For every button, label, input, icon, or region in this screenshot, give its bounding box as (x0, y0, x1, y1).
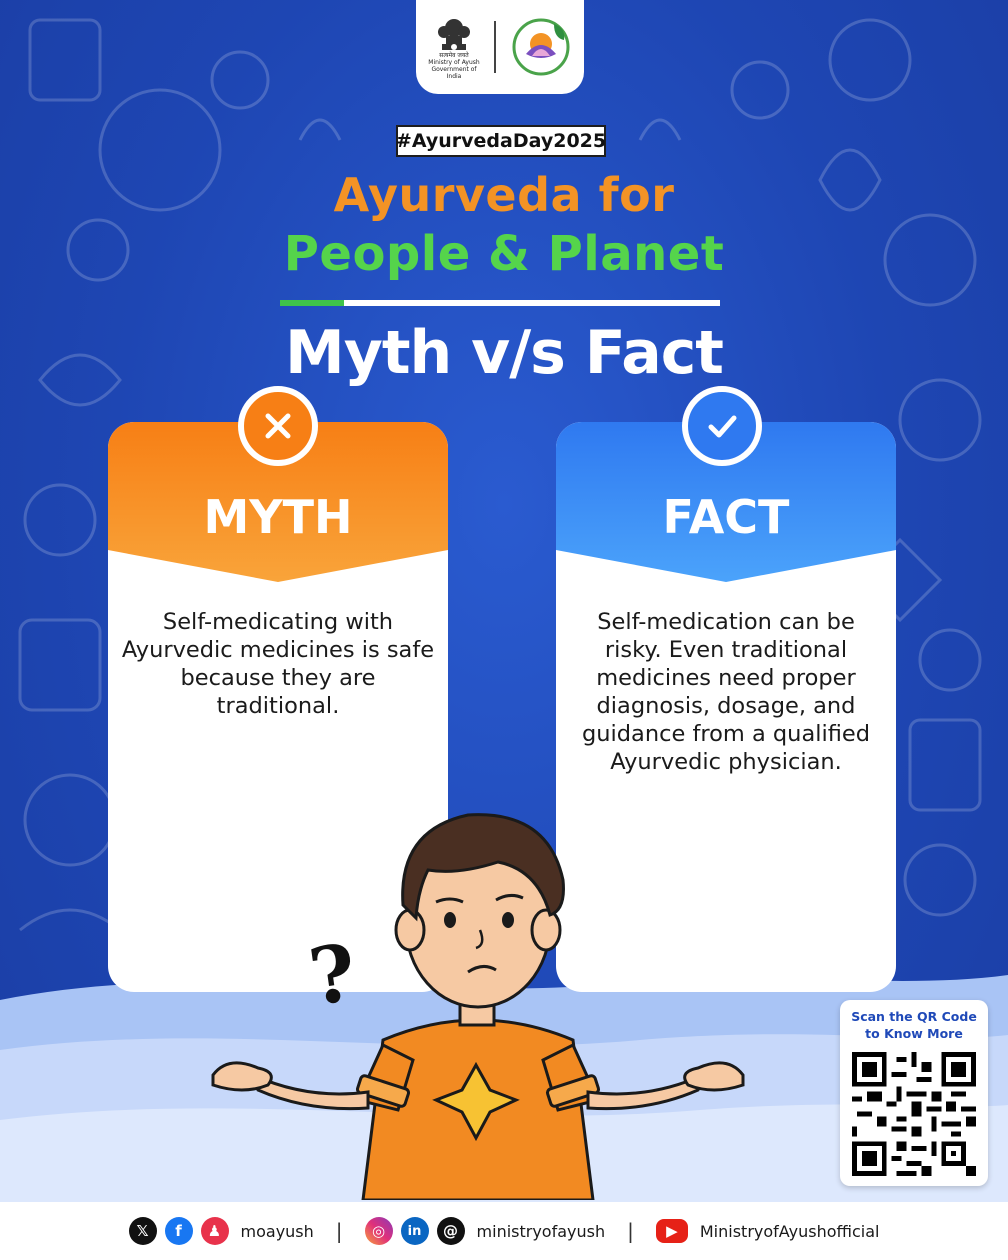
handle-ministryofayushofficial[interactable]: MinistryofAyushofficial (699, 1221, 880, 1241)
footer-separator: | (335, 1219, 343, 1243)
handle-ministryofayush[interactable]: ministryofayush (476, 1221, 606, 1241)
confused-kid-illustration (211, 813, 745, 1200)
myth-text: Self-medicating with Ayurvedic medicines… (121, 609, 435, 719)
threads-icon[interactable]: @ (436, 1217, 465, 1245)
hashtag-label: #AyurvedaDay2025 (396, 125, 606, 157)
fact-badge (682, 386, 762, 466)
logo-divider (494, 21, 496, 73)
myth-badge (238, 386, 318, 466)
title-divider (280, 300, 720, 306)
social-footer: 𝕏 f ♟ moayush | ◎ in @ ministryofayush |… (0, 1202, 1008, 1260)
title-line-2: People & Planet (283, 226, 725, 282)
fact-text: Self-medication can be risky. Even tradi… (581, 609, 871, 775)
myth-label: MYTH (203, 490, 353, 544)
youtube-icon[interactable]: ▶ (655, 1219, 688, 1243)
qr-code[interactable] (852, 1052, 976, 1176)
fact-label: FACT (662, 490, 790, 544)
footer-separator: | (627, 1219, 634, 1243)
qr-caption: Scan the QR Code to Know More (851, 1009, 977, 1041)
title-divider-accent (280, 300, 344, 306)
myth-card: MYTH Self-medicating with Ayurvedic medi… (108, 422, 448, 992)
handle-moayush[interactable]: moayush (240, 1221, 314, 1241)
check-icon (708, 415, 737, 438)
ayurveda-day-logo (512, 18, 570, 76)
fact-card: FACT Self-medication can be risky. Even … (556, 422, 896, 992)
instagram-icon[interactable]: ◎ (364, 1217, 393, 1245)
national-emblem-icon (438, 19, 470, 50)
emblem-logo: सत्यमेव जयते Ministry of Ayush Governmen… (428, 14, 480, 80)
emblem-caption: सत्यमेव जयते Ministry of Ayush Governmen… (428, 52, 480, 80)
qr-panel[interactable]: Scan the QR Code to Know More (840, 1000, 988, 1186)
linkedin-icon[interactable]: in (400, 1217, 429, 1245)
close-icon (265, 413, 291, 439)
logo-tab: सत्यमेव जयते Ministry of Ayush Governmen… (416, 0, 584, 94)
facebook-icon[interactable]: f (164, 1217, 193, 1245)
x-icon[interactable]: 𝕏 (128, 1217, 157, 1245)
headline: Myth v/s Fact (285, 318, 724, 388)
koo-icon[interactable]: ♟ (200, 1217, 229, 1245)
title-line-1: Ayurveda for (333, 168, 675, 222)
